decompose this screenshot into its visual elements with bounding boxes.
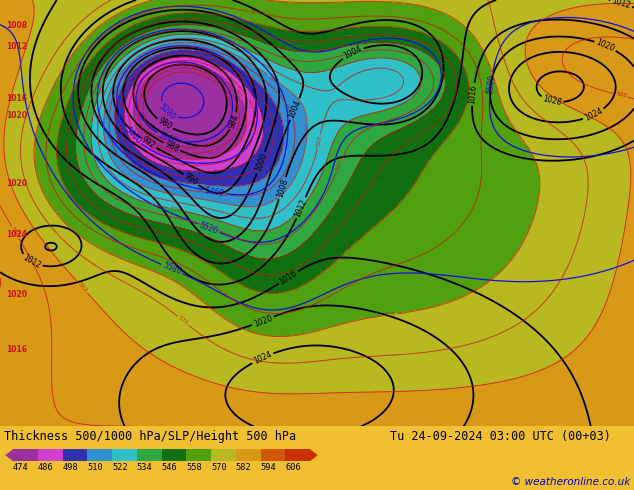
Text: 1012: 1012 [293, 197, 309, 219]
Text: 5580: 5580 [485, 74, 496, 94]
Text: 480: 480 [141, 79, 152, 92]
Text: 5340: 5340 [157, 130, 178, 146]
Bar [38, 449, 63, 461]
Text: 1012: 1012 [22, 253, 42, 270]
Bar [87, 449, 112, 461]
Text: 474: 474 [210, 78, 223, 90]
Text: 1020: 1020 [6, 179, 27, 188]
Text: 492: 492 [246, 98, 255, 111]
Text: 1024: 1024 [583, 106, 604, 123]
Text: 5280: 5280 [157, 101, 178, 122]
Bar [137, 449, 162, 461]
Text: 552: 552 [153, 228, 165, 236]
Bar [63, 449, 87, 461]
Text: 5460: 5460 [204, 186, 224, 198]
Text: Thickness 500/1000 hPa/SLP/Height 500 hPa: Thickness 500/1000 hPa/SLP/Height 500 hP… [4, 430, 296, 443]
Text: 498: 498 [63, 463, 78, 472]
Bar [162, 449, 186, 461]
Text: 570: 570 [384, 312, 396, 318]
Text: 1016: 1016 [6, 94, 27, 102]
Bar [211, 449, 236, 461]
Text: 1020: 1020 [595, 38, 616, 53]
Text: 588: 588 [10, 226, 20, 239]
Text: 1016: 1016 [6, 345, 27, 354]
Text: 996: 996 [182, 172, 200, 188]
Text: 1004: 1004 [287, 98, 302, 120]
Text: 5400: 5400 [122, 125, 143, 146]
Text: 1024: 1024 [6, 230, 27, 239]
Text: 546: 546 [162, 463, 178, 472]
Text: 5520: 5520 [198, 220, 219, 236]
Text: 504: 504 [245, 78, 257, 90]
Text: 576: 576 [177, 315, 190, 326]
Text: 1024: 1024 [252, 350, 273, 366]
Text: 534: 534 [137, 463, 153, 472]
Text: 1028: 1028 [541, 95, 562, 108]
Bar [236, 449, 261, 461]
Polygon shape [310, 449, 318, 461]
Bar [13, 449, 38, 461]
Text: 486: 486 [233, 88, 243, 100]
Text: 510: 510 [195, 182, 207, 188]
Bar [261, 449, 285, 461]
Text: 474: 474 [13, 463, 29, 472]
Text: 522: 522 [112, 463, 127, 472]
Text: 1020: 1020 [252, 313, 273, 328]
Text: 980: 980 [157, 117, 174, 132]
Text: © weatheronline.co.uk: © weatheronline.co.uk [511, 477, 630, 487]
Text: 522: 522 [268, 74, 280, 84]
Text: 988: 988 [164, 140, 180, 154]
Text: 510: 510 [87, 463, 103, 472]
Text: Tu 24-09-2024 03:00 UTC (00+03): Tu 24-09-2024 03:00 UTC (00+03) [390, 430, 611, 443]
Text: 5580: 5580 [161, 261, 183, 277]
Text: 540: 540 [335, 159, 344, 172]
Bar [186, 449, 211, 461]
Text: 582: 582 [236, 463, 252, 472]
Text: 1004: 1004 [342, 45, 363, 61]
Text: 570: 570 [211, 463, 227, 472]
Text: 558: 558 [186, 463, 202, 472]
Text: 594: 594 [261, 463, 276, 472]
Text: 1016: 1016 [278, 269, 299, 286]
Text: 588: 588 [615, 92, 628, 99]
Text: 534: 534 [169, 206, 182, 213]
Text: 1016: 1016 [467, 84, 479, 104]
Text: 1020: 1020 [6, 290, 27, 298]
Text: 564: 564 [250, 9, 262, 16]
Text: 1012: 1012 [6, 43, 27, 51]
Text: 606: 606 [285, 463, 301, 472]
Text: 1000: 1000 [253, 152, 269, 173]
Text: 1020: 1020 [6, 111, 27, 120]
Text: 498: 498 [230, 71, 243, 83]
Text: 582: 582 [77, 282, 89, 294]
Polygon shape [5, 449, 13, 461]
Text: 516: 516 [217, 191, 229, 197]
Text: 1008: 1008 [6, 21, 27, 30]
Bar [112, 449, 137, 461]
Text: 546: 546 [250, 36, 262, 44]
Text: 486: 486 [38, 463, 53, 472]
Text: 984: 984 [227, 113, 240, 129]
Text: 528: 528 [315, 135, 323, 147]
Bar [285, 449, 310, 461]
Text: 1012: 1012 [611, 0, 631, 10]
Text: 992: 992 [140, 135, 157, 151]
Text: 1008: 1008 [275, 178, 290, 199]
Text: 558: 558 [344, 243, 356, 254]
